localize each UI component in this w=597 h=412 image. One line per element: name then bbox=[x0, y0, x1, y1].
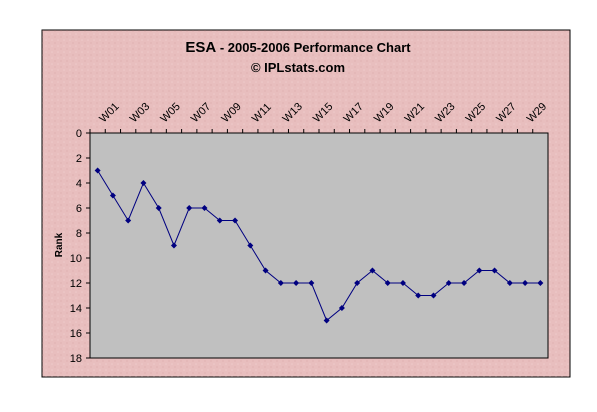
title-text: - 2005-2006 Performance Chart bbox=[220, 40, 411, 55]
marker bbox=[232, 217, 239, 224]
marker bbox=[445, 280, 452, 286]
marker bbox=[216, 217, 223, 224]
marker bbox=[125, 217, 132, 224]
marker bbox=[491, 267, 498, 274]
y-tick-label: 0 bbox=[76, 128, 82, 140]
marker bbox=[94, 167, 101, 174]
y-tick-label: 2 bbox=[76, 153, 82, 165]
marker bbox=[537, 280, 544, 286]
y-tick-label: 16 bbox=[70, 328, 82, 340]
marker bbox=[506, 280, 513, 286]
marker bbox=[338, 305, 345, 311]
y-axis-label: Rank bbox=[54, 232, 65, 257]
marker bbox=[293, 280, 300, 286]
chart-subtitle: © IPLstats.com bbox=[251, 60, 345, 75]
marker bbox=[415, 292, 422, 299]
y-tick-label: 4 bbox=[76, 178, 82, 190]
y-tick-label: 12 bbox=[70, 278, 82, 290]
line bbox=[97, 170, 541, 322]
marker bbox=[461, 280, 468, 286]
marker bbox=[155, 205, 162, 211]
marker bbox=[277, 280, 284, 286]
y-tick-label: 14 bbox=[70, 303, 82, 315]
marker bbox=[201, 205, 208, 211]
y-tick-label: 6 bbox=[76, 203, 82, 215]
marker bbox=[186, 205, 193, 211]
marker bbox=[308, 280, 315, 286]
marker bbox=[262, 267, 269, 274]
y-tick-label: 10 bbox=[70, 253, 82, 265]
team-name: ESA bbox=[185, 39, 216, 56]
marker bbox=[369, 267, 376, 274]
marker bbox=[384, 280, 391, 286]
marker bbox=[247, 242, 254, 249]
marker bbox=[399, 280, 406, 286]
marker bbox=[109, 192, 116, 199]
chart-title: ESA - 2005-2006 Performance Chart bbox=[185, 39, 411, 56]
plot-area bbox=[89, 132, 549, 359]
y-tick-label: 18 bbox=[70, 353, 82, 365]
marker bbox=[323, 317, 330, 324]
marker bbox=[170, 242, 177, 249]
marker bbox=[476, 267, 483, 274]
marker bbox=[522, 280, 529, 286]
marker bbox=[430, 292, 437, 299]
marker bbox=[354, 280, 361, 286]
marker bbox=[140, 180, 147, 186]
y-tick-label: 8 bbox=[76, 228, 82, 240]
